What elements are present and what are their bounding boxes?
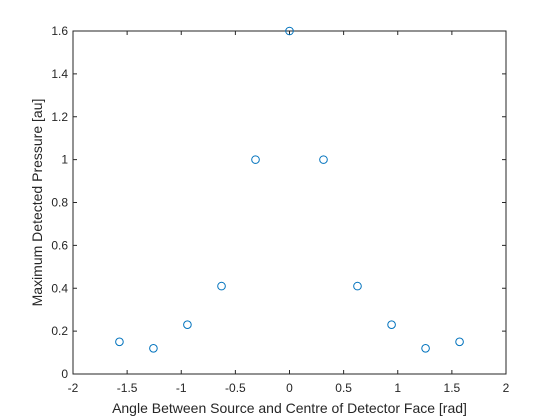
y-tick-label: 0.2: [51, 324, 68, 338]
y-tick-label: 0.4: [51, 281, 68, 295]
data-point: [115, 337, 124, 347]
x-tick-label: 2: [503, 381, 510, 395]
x-tick-label: -1: [176, 381, 187, 395]
y-tick-label: 1.6: [51, 24, 68, 38]
data-point: [455, 337, 464, 347]
y-tick-label: 1.4: [51, 67, 68, 81]
data-points: [115, 26, 464, 353]
x-tick-label: 1: [394, 381, 401, 395]
data-point: [183, 320, 192, 329]
data-point: [319, 155, 328, 164]
data-point: [353, 281, 362, 291]
x-tick-label: -1.5: [117, 381, 138, 395]
x-tick-label: 1.5: [444, 381, 461, 395]
x-tick-label: -0.5: [225, 381, 246, 395]
x-axis-label: Angle Between Source and Centre of Detec…: [112, 400, 467, 416]
y-axis-ticks: 0 0.2 0.4 0.6 0.8 1 1.2 1.4 1.6: [51, 24, 506, 381]
y-tick-label: 0: [61, 367, 68, 381]
data-point: [285, 26, 294, 36]
x-tick-label: -2: [68, 381, 79, 395]
x-tick-label: 0: [286, 381, 293, 395]
data-point: [251, 155, 260, 164]
y-tick-label: 1.2: [51, 110, 68, 124]
data-point: [149, 343, 158, 353]
data-point: [387, 320, 396, 329]
plot-area: [72, 30, 507, 375]
y-tick-label: 0.8: [51, 196, 68, 210]
data-point: [217, 281, 226, 291]
y-tick-label: 1: [61, 153, 68, 167]
x-tick-label: 0.5: [335, 381, 352, 395]
y-tick-label: 0.6: [51, 238, 68, 252]
y-axis-label: Maximum Detected Pressure [au]: [29, 99, 45, 307]
x-axis-ticks: -2 -1.5 -1 -0.5 0 0.5 1 1.5 2: [68, 31, 510, 395]
data-point: [421, 343, 430, 353]
